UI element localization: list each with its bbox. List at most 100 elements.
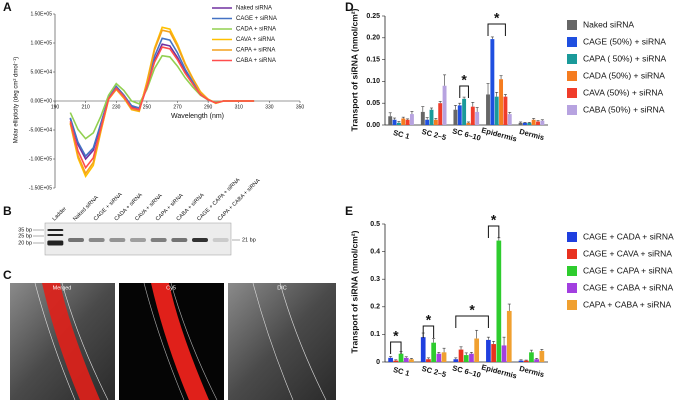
sample-band <box>150 238 167 242</box>
panel-label: B <box>3 204 12 218</box>
error-bar <box>394 359 398 361</box>
significance-bracket <box>455 315 489 328</box>
error-bar <box>443 74 447 86</box>
error-bar <box>490 36 494 40</box>
error-bar <box>535 358 539 360</box>
ladder-label: 20 bp <box>18 240 32 246</box>
bar <box>466 122 471 125</box>
error-bar <box>397 121 401 123</box>
error-bar <box>401 116 405 119</box>
bar <box>457 105 462 125</box>
error-bar <box>454 357 458 360</box>
bar <box>523 360 529 362</box>
significance-bracket <box>390 341 402 354</box>
y-tick-label: 0.1 <box>370 331 380 338</box>
x-tick-label: SC 1 <box>392 365 410 378</box>
y-tick-label: -5.00E+04 <box>29 127 52 133</box>
legend-label: CAGE + siRNA <box>236 16 277 22</box>
x-tick-label: 270 <box>173 104 182 110</box>
error-bar <box>430 107 434 110</box>
bar <box>499 79 504 125</box>
bar <box>501 345 507 362</box>
error-bar <box>409 358 413 360</box>
bar <box>518 360 524 362</box>
x-tick-label: 230 <box>112 104 121 110</box>
error-bar <box>471 102 475 107</box>
y-axis-label: Transport of siRNA (nmol/cm²) <box>349 8 359 131</box>
error-bar <box>492 340 496 345</box>
bar <box>506 310 512 362</box>
bar <box>463 355 469 362</box>
y-tick-label: 0.3 <box>370 276 380 283</box>
sample-band <box>171 238 188 242</box>
legend-label: CAGE + CAVA + siRNA <box>583 248 672 258</box>
x-tick-label: 250 <box>143 104 152 110</box>
error-bar <box>410 111 414 115</box>
micrograph-title: Merged <box>53 285 72 291</box>
significance-label: * <box>393 328 399 344</box>
bar <box>531 119 536 125</box>
error-bar <box>475 329 479 339</box>
y-tick-label: 0.4 <box>370 248 380 255</box>
error-bar <box>486 83 490 95</box>
bar <box>405 119 410 125</box>
ladder-band <box>47 229 64 231</box>
bar <box>388 357 393 362</box>
micrograph-dic <box>228 282 336 401</box>
y-tick-label: 0 <box>376 359 380 366</box>
x-tick-label: 210 <box>81 104 90 110</box>
error-bar <box>406 118 410 120</box>
sample-band <box>212 238 229 242</box>
error-bar <box>466 121 470 123</box>
legend-label: CABA (50%) + siRNA <box>583 104 665 114</box>
error-bar <box>532 118 536 120</box>
y-tick-label: 0.15 <box>366 56 380 63</box>
sample-band <box>68 238 84 242</box>
y-tick-label: 1.50E+05 <box>30 11 52 17</box>
error-bar <box>437 352 441 354</box>
legend-swatch <box>567 88 577 98</box>
bar <box>403 357 409 362</box>
bar <box>458 349 464 362</box>
error-bar <box>529 349 533 353</box>
panel-label: A <box>3 0 12 14</box>
x-tick-label: SC 6–10 <box>451 126 482 142</box>
lane-label: CAPA + CABA + siRNA <box>217 178 262 223</box>
x-tick-label: Dermis <box>518 364 545 379</box>
panel-label: E <box>345 204 353 218</box>
bar <box>469 353 474 362</box>
legend-swatch <box>567 37 577 47</box>
significance-bracket <box>487 225 500 238</box>
error-bar <box>388 112 392 117</box>
error-bar <box>442 347 446 353</box>
bar <box>539 350 545 362</box>
bar <box>496 240 502 362</box>
bar <box>534 359 540 362</box>
x-tick-label: 350 <box>296 104 305 110</box>
error-bar <box>404 356 408 358</box>
legend-swatch <box>567 54 577 64</box>
bar <box>392 119 397 125</box>
error-bar <box>393 117 397 120</box>
bar <box>438 103 443 125</box>
legend-swatch <box>567 105 577 115</box>
ladder-band <box>47 240 64 246</box>
error-bar <box>507 303 511 311</box>
bar <box>486 339 491 362</box>
significance-bracket <box>422 325 435 338</box>
error-bar <box>432 338 436 343</box>
x-tick-label: SC 6–10 <box>451 363 482 379</box>
ladder-label: 35 bp <box>18 227 32 233</box>
sample-band <box>192 238 208 242</box>
y-tick-label: 0.00 <box>366 122 380 129</box>
bar <box>396 122 401 125</box>
bar <box>420 337 426 362</box>
significance-label: * <box>426 312 432 328</box>
error-bar <box>421 106 425 112</box>
x-tick-label: SC 1 <box>392 128 410 141</box>
y-tick-label: 0.20 <box>366 35 380 42</box>
bar <box>540 120 545 125</box>
bar <box>462 98 467 125</box>
